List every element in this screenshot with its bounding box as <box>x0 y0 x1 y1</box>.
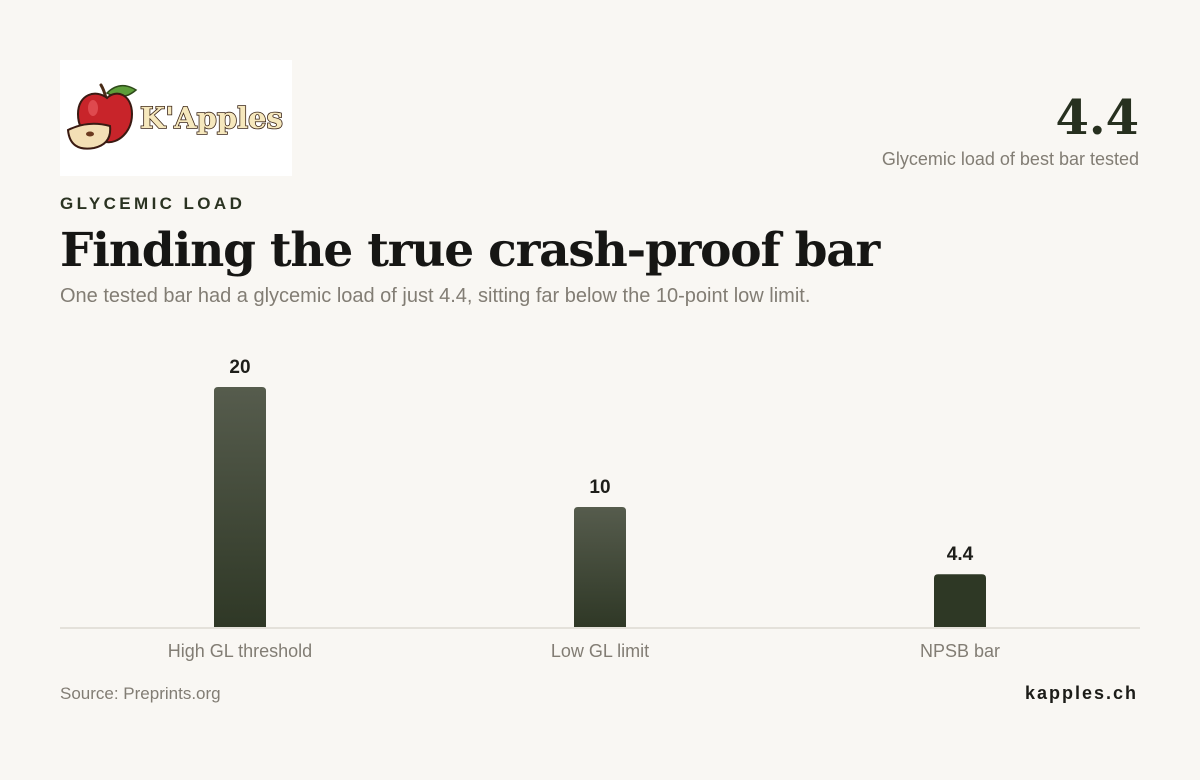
category-label-2: NPSB bar <box>920 641 1000 661</box>
chart-subtitle: One tested bar had a glycemic load of ju… <box>60 285 811 307</box>
kpi-label: Glycemic load of best bar tested <box>881 149 1139 169</box>
bar-2 <box>934 574 986 627</box>
kpi-value: 4.4 <box>1055 90 1139 146</box>
source-note: Source: Preprints.org <box>60 684 221 703</box>
bar-series: 20 High GL threshold 10 Low GL limit 4.4 NPSB… <box>168 357 1000 661</box>
bar-1 <box>574 507 626 627</box>
apple-logo-icon: K'Apples <box>66 83 284 150</box>
brand-site: kapples.ch <box>1024 683 1138 703</box>
category-label-1: Low GL limit <box>551 641 649 661</box>
value-label-0: 20 <box>229 357 250 378</box>
logo-wordmark: K'Apples <box>140 101 283 135</box>
section-eyebrow: GLYCEMIC LOAD <box>60 194 246 213</box>
kpi-block: 4.4 Glycemic load of best bar tested <box>882 88 1139 170</box>
value-label-2: 4.4 <box>947 544 974 565</box>
category-label-0: High GL threshold <box>168 641 312 661</box>
chart-title: Finding the true crash-proof bar <box>60 223 880 278</box>
bar-0 <box>214 387 266 627</box>
brand-logo: K'Apples <box>60 60 292 176</box>
value-label-1: 10 <box>589 477 610 498</box>
